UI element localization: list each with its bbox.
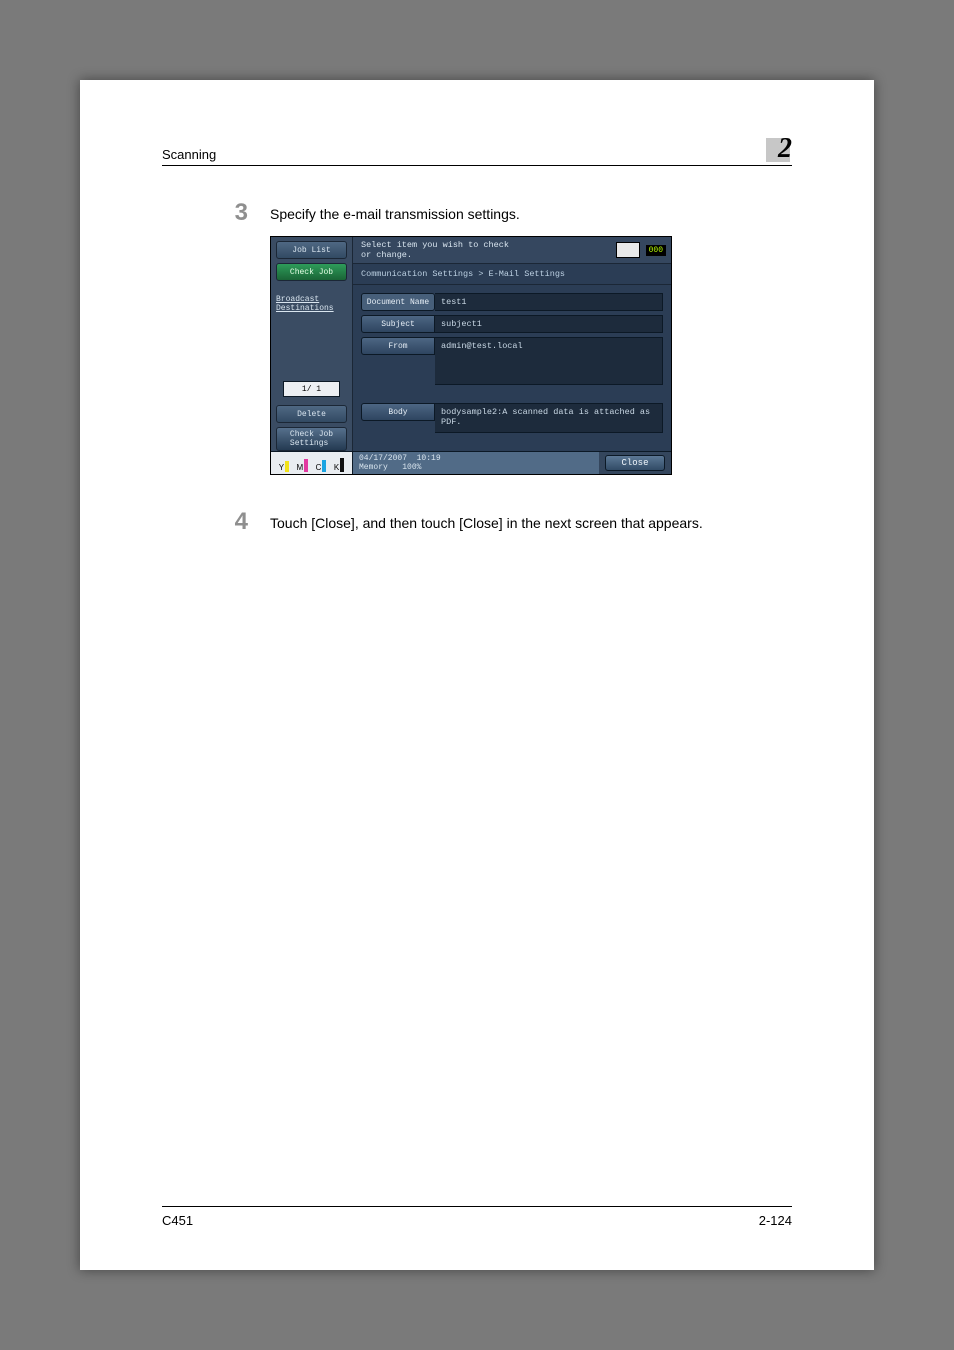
screenshot-body: Job List Check Job Broadcast Destination… <box>271 237 671 451</box>
toner-m: M <box>297 459 309 472</box>
subject-value[interactable]: subject1 <box>435 315 663 333</box>
from-row: From admin@test.local <box>361 337 663 385</box>
document-name-value[interactable]: test1 <box>435 293 663 311</box>
check-job-settings-button[interactable]: Check Job Settings <box>276 427 347 451</box>
toner-k: K <box>334 458 344 472</box>
subject-button[interactable]: Subject <box>361 315 435 333</box>
body-button[interactable]: Body <box>361 403 435 421</box>
body-row: Body bodysample2:A scanned data is attac… <box>361 403 663 433</box>
broadcast-destinations-label[interactable]: Broadcast Destinations <box>276 295 347 313</box>
ymck-indicator: Y M C K <box>271 452 353 474</box>
check-job-button[interactable]: Check Job <box>276 263 347 281</box>
chapter-number-box: 2 <box>766 136 792 162</box>
chapter-number: 2 <box>778 136 792 162</box>
status-icon <box>616 242 640 258</box>
breadcrumb: Communication Settings > E-Mail Settings <box>353 264 671 285</box>
document-name-row: Document Name test1 <box>361 293 663 311</box>
footer-page: 2-124 <box>759 1213 792 1228</box>
prompt-row: Select item you wish to check or change.… <box>353 237 671 264</box>
toner-y: Y <box>279 461 289 472</box>
step-3: 3 Specify the e-mail transmission settin… <box>162 202 792 224</box>
prompt-text: Select item you wish to check or change. <box>361 240 509 260</box>
prompt-icons: 000 <box>616 242 666 258</box>
delete-button[interactable]: Delete <box>276 405 347 423</box>
page-footer: C451 2-124 <box>162 1206 792 1228</box>
section-title: Scanning <box>162 147 216 162</box>
job-list-button[interactable]: Job List <box>276 241 347 259</box>
copy-counter: 000 <box>646 245 666 256</box>
step-3-text: Specify the e-mail transmission settings… <box>270 202 792 224</box>
status-info: 04/17/2007 10:19 Memory 100% <box>353 452 599 474</box>
footer-model: C451 <box>162 1213 193 1228</box>
from-value[interactable]: admin@test.local <box>435 337 663 385</box>
page: Scanning 2 3 Specify the e-mail transmis… <box>80 80 874 1270</box>
screenshot-wrap: Job List Check Job Broadcast Destination… <box>270 236 792 475</box>
body-value[interactable]: bodysample2:A scanned data is attached a… <box>435 403 663 433</box>
sidebar: Job List Check Job Broadcast Destination… <box>271 237 353 451</box>
form-area: Document Name test1 Subject subject1 Fro… <box>353 285 671 451</box>
status-bar: Y M C K 04/17/2007 10:19 Memory 100% Clo… <box>271 451 671 474</box>
device-screenshot: Job List Check Job Broadcast Destination… <box>270 236 672 475</box>
toner-c: C <box>316 460 327 472</box>
step-4-text: Touch [Close], and then touch [Close] in… <box>270 511 792 533</box>
step-4-number: 4 <box>162 511 270 533</box>
main-panel: Select item you wish to check or change.… <box>353 237 671 451</box>
step-4: 4 Touch [Close], and then touch [Close] … <box>162 511 792 533</box>
document-name-label: Document Name <box>361 293 435 311</box>
step-3-number: 3 <box>162 202 270 224</box>
close-button[interactable]: Close <box>605 455 665 471</box>
subject-row: Subject subject1 <box>361 315 663 333</box>
page-indicator: 1/ 1 <box>283 381 340 397</box>
from-button[interactable]: From <box>361 337 435 355</box>
status-datetime: 04/17/2007 10:19 Memory 100% <box>359 454 441 472</box>
page-header: Scanning 2 <box>162 136 792 166</box>
